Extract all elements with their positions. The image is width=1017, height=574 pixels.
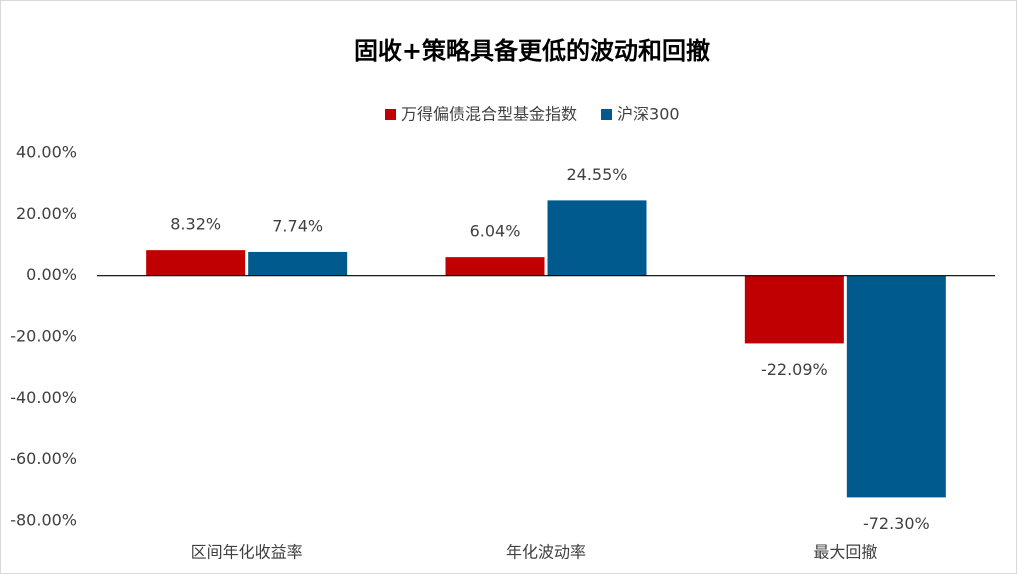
legend-swatch xyxy=(385,109,396,120)
bar xyxy=(445,257,545,276)
x-tick-label: 区间年化收益率 xyxy=(191,543,303,562)
y-tick-label: 40.00% xyxy=(16,143,77,162)
data-label: 6.04% xyxy=(470,222,521,241)
data-label: 7.74% xyxy=(272,216,323,235)
legend-swatch xyxy=(601,109,613,120)
data-label: 24.55% xyxy=(566,165,627,184)
bar xyxy=(146,250,246,276)
bar xyxy=(248,251,348,276)
y-tick-label: -40.00% xyxy=(10,388,77,407)
y-tick-label: 0.00% xyxy=(26,265,77,284)
y-tick-label: -60.00% xyxy=(10,449,77,468)
x-tick-label: 最大回撤 xyxy=(813,543,877,562)
legend-label: 万得偏债混合型基金指数 xyxy=(401,105,577,124)
y-tick-label: -20.00% xyxy=(10,327,77,346)
y-tick-label: 20.00% xyxy=(16,204,77,223)
bar xyxy=(547,200,647,276)
bar xyxy=(744,275,844,344)
data-label: 8.32% xyxy=(170,215,221,234)
data-label: -72.30% xyxy=(863,514,930,533)
legend-label: 沪深300 xyxy=(617,105,680,124)
chart-title: 固收+策略具备更低的波动和回撤 xyxy=(354,37,710,65)
data-label: -22.09% xyxy=(761,360,828,379)
x-tick-label: 年化波动率 xyxy=(506,543,586,562)
bar xyxy=(846,275,946,498)
y-tick-label: -80.00% xyxy=(10,511,77,530)
